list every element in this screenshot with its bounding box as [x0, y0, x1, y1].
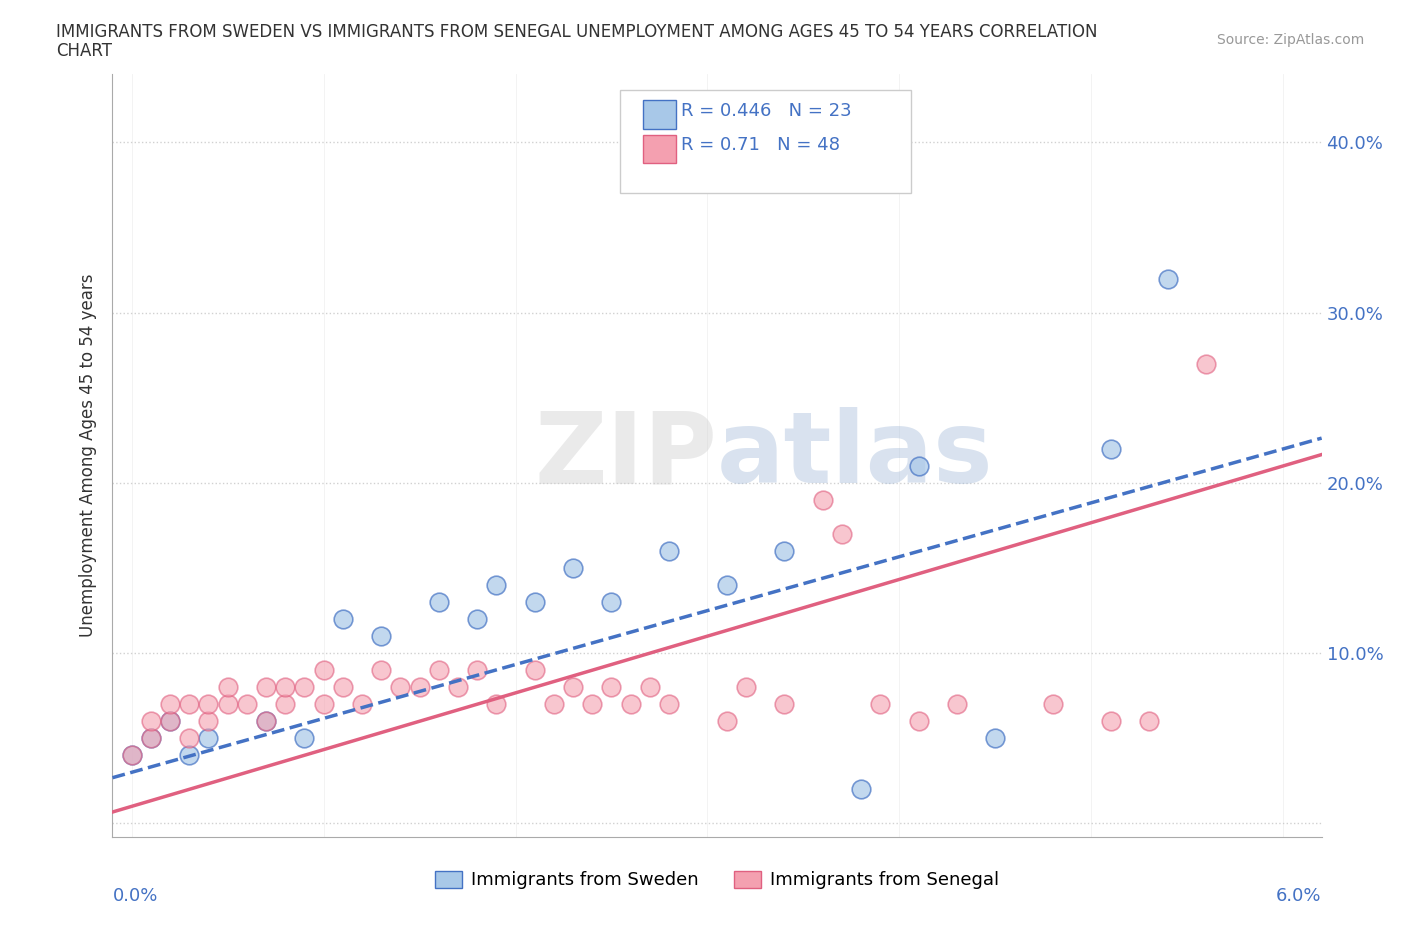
Point — [427, 663, 450, 678]
Point — [294, 731, 316, 746]
Point — [159, 714, 181, 729]
Point — [658, 697, 681, 711]
Point — [716, 714, 738, 729]
Point — [716, 578, 738, 592]
Point — [600, 680, 623, 695]
Point — [274, 680, 297, 695]
Point — [658, 543, 681, 558]
Point — [217, 680, 239, 695]
Point — [1042, 697, 1064, 711]
Point — [907, 714, 929, 729]
Point — [217, 697, 239, 711]
Point — [408, 680, 430, 695]
Point — [139, 714, 162, 729]
Point — [869, 697, 891, 711]
Point — [254, 714, 277, 729]
Point — [332, 612, 354, 627]
Point — [849, 782, 872, 797]
FancyBboxPatch shape — [620, 89, 911, 193]
Point — [1099, 442, 1122, 457]
Point — [581, 697, 603, 711]
Point — [811, 493, 834, 508]
Point — [236, 697, 259, 711]
Point — [485, 697, 508, 711]
Point — [350, 697, 373, 711]
Point — [139, 731, 162, 746]
Text: CHART: CHART — [56, 42, 112, 60]
Point — [159, 697, 181, 711]
Point — [1137, 714, 1160, 729]
Point — [254, 714, 277, 729]
Point — [773, 543, 796, 558]
Point — [254, 680, 277, 695]
Point — [179, 748, 201, 763]
Point — [600, 594, 623, 609]
Point — [332, 680, 354, 695]
Point — [562, 680, 585, 695]
Point — [197, 697, 219, 711]
Point — [121, 748, 143, 763]
Point — [447, 680, 470, 695]
Point — [734, 680, 756, 695]
Text: Source: ZipAtlas.com: Source: ZipAtlas.com — [1216, 33, 1364, 46]
Point — [370, 663, 392, 678]
Point — [946, 697, 969, 711]
Point — [831, 526, 853, 541]
Point — [139, 731, 162, 746]
Point — [197, 731, 219, 746]
Point — [370, 629, 392, 644]
Point — [523, 663, 546, 678]
Point — [543, 697, 565, 711]
Point — [197, 714, 219, 729]
Point — [620, 697, 643, 711]
Point — [465, 612, 488, 627]
Legend: Immigrants from Sweden, Immigrants from Senegal: Immigrants from Sweden, Immigrants from … — [427, 863, 1007, 897]
Text: 6.0%: 6.0% — [1277, 886, 1322, 905]
Point — [274, 697, 297, 711]
Point — [121, 748, 143, 763]
Point — [294, 680, 316, 695]
Point — [465, 663, 488, 678]
FancyBboxPatch shape — [644, 100, 676, 128]
Text: IMMIGRANTS FROM SWEDEN VS IMMIGRANTS FROM SENEGAL UNEMPLOYMENT AMONG AGES 45 TO : IMMIGRANTS FROM SWEDEN VS IMMIGRANTS FRO… — [56, 23, 1098, 41]
FancyBboxPatch shape — [644, 135, 676, 163]
Point — [389, 680, 412, 695]
Point — [179, 697, 201, 711]
Point — [485, 578, 508, 592]
Point — [638, 680, 661, 695]
Text: R = 0.71   N = 48: R = 0.71 N = 48 — [681, 137, 839, 154]
Point — [907, 458, 929, 473]
Point — [1099, 714, 1122, 729]
Point — [1157, 272, 1180, 286]
Point — [312, 663, 335, 678]
Point — [427, 594, 450, 609]
Text: ZIP: ZIP — [534, 407, 717, 504]
Text: atlas: atlas — [717, 407, 994, 504]
Point — [562, 561, 585, 576]
Y-axis label: Unemployment Among Ages 45 to 54 years: Unemployment Among Ages 45 to 54 years — [79, 274, 97, 637]
Point — [773, 697, 796, 711]
Point — [523, 594, 546, 609]
Point — [1195, 356, 1218, 371]
Text: 0.0%: 0.0% — [112, 886, 157, 905]
Point — [312, 697, 335, 711]
Point — [159, 714, 181, 729]
Text: R = 0.446   N = 23: R = 0.446 N = 23 — [681, 102, 852, 120]
Point — [179, 731, 201, 746]
Point — [984, 731, 1007, 746]
